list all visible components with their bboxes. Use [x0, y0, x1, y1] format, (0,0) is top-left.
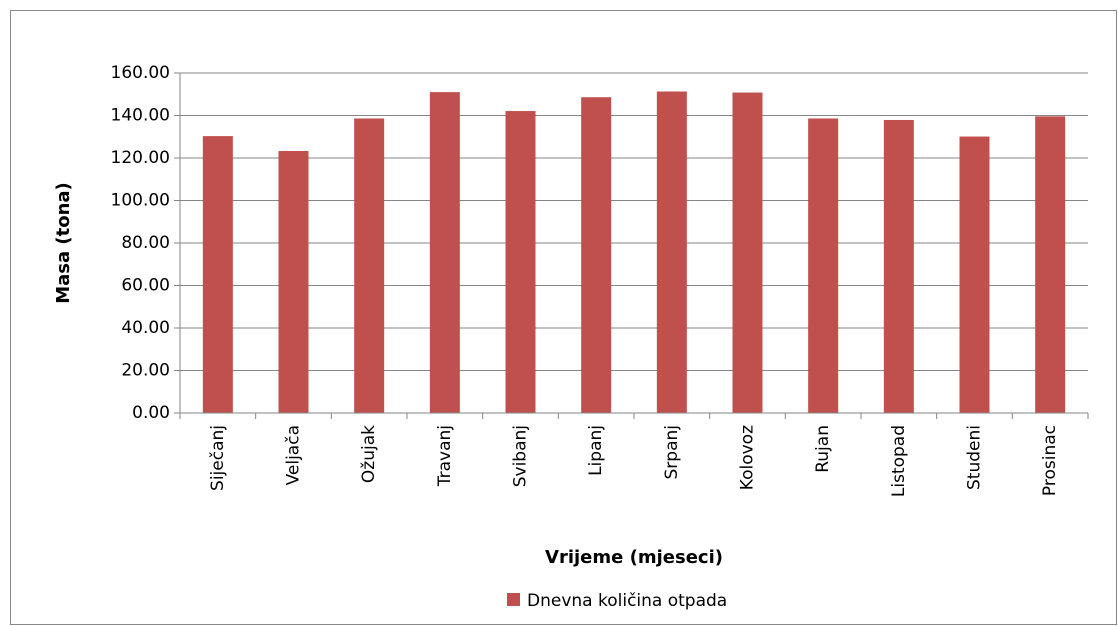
legend-swatch [507, 593, 520, 606]
y-tick-label: 160.00 [111, 63, 170, 83]
x-tick-label: Siječanj [208, 425, 228, 491]
bar [505, 111, 536, 413]
x-tick-label: Rujan [813, 425, 833, 473]
x-tick-label: Studeni [965, 425, 985, 490]
bar [1035, 116, 1066, 413]
bar [656, 91, 687, 414]
y-tick-label: 80.00 [121, 233, 170, 253]
bar [278, 150, 309, 414]
y-tick-label: 140.00 [111, 106, 170, 126]
x-tick-label: Travanj [435, 425, 455, 487]
y-tick-label: 20.00 [121, 361, 170, 381]
y-tick-label: 100.00 [111, 191, 170, 211]
x-tick-label: Kolovoz [738, 425, 758, 490]
x-tick-label: Lipanj [586, 425, 606, 476]
bar [581, 97, 612, 413]
bar [202, 136, 233, 414]
x-tick-label: Listopad [889, 425, 909, 497]
x-tick-label: Prosinac [1040, 425, 1060, 496]
bar [354, 118, 385, 413]
x-tick-label: Srpanj [662, 425, 682, 480]
legend-label: Dnevna količina otpada [527, 591, 727, 611]
bar [732, 92, 763, 414]
x-axis-label: Vrijeme (mjeseci) [545, 547, 723, 568]
chart-border [10, 10, 1117, 625]
y-tick-label: 120.00 [111, 148, 170, 168]
x-tick-label: Veljača [284, 425, 304, 485]
bar [429, 92, 460, 413]
x-tick-label: Ožujak [359, 425, 379, 483]
y-tick-label: 0.00 [132, 403, 170, 423]
x-tick-label: Svibanj [511, 425, 531, 487]
y-axis-label: Masa (tona) [53, 182, 74, 304]
bar [883, 119, 914, 414]
y-tick-label: 60.00 [121, 276, 170, 296]
bar [808, 118, 839, 413]
bar [959, 136, 990, 413]
y-tick-label: 40.00 [121, 318, 170, 338]
